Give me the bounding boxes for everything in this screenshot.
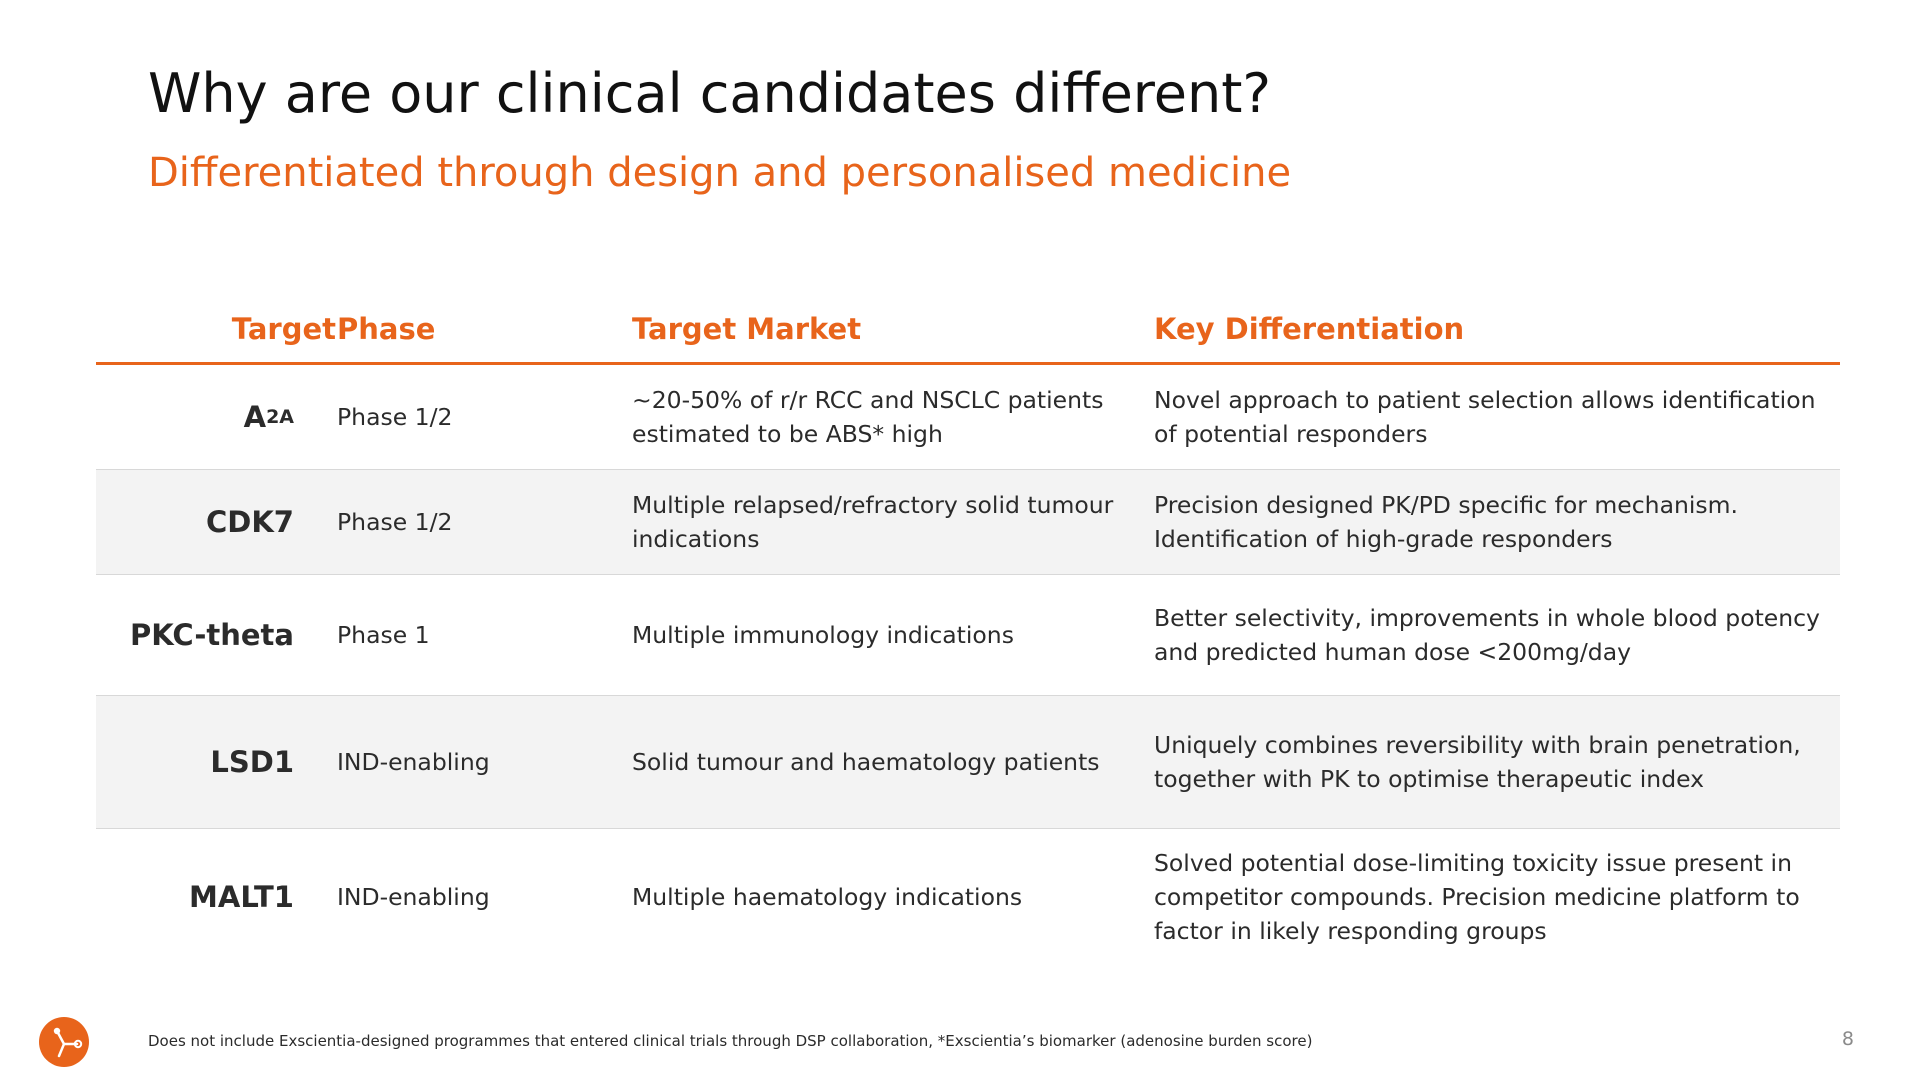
row-phase: Phase 1 [337,621,430,649]
row-key-differentiation: Better selectivity, improvements in whol… [1154,604,1820,666]
exscientia-logo-icon [39,1017,89,1067]
table-row: PKC-theta Phase 1 Multiple immunology in… [96,575,1840,696]
slide-title: Why are our clinical candidates differen… [148,62,1272,125]
row-target-market: Multiple immunology indications [632,621,1014,649]
header-key-differentiation: Key Differentiation [1154,312,1465,346]
row-key-differentiation: Solved potential dose-limiting toxicity … [1154,849,1800,945]
footnote: Does not include Exscientia-designed pro… [148,1032,1313,1050]
row-target: LSD1 [210,745,294,779]
row-target-market: Solid tumour and haematology patients [632,748,1100,776]
page-number: 8 [1841,1028,1854,1050]
row-key-differentiation: Uniquely combines reversibility with bra… [1154,731,1801,793]
table-row: MALT1 IND-enabling Multiple haematology … [96,829,1840,965]
row-phase: Phase 1/2 [337,403,453,431]
table-row: LSD1 IND-enabling Solid tumour and haema… [96,696,1840,829]
row-target: PKC-theta [129,618,294,652]
row-target: MALT1 [189,880,294,914]
header-target: Target [231,312,336,346]
table-row: A 2A Phase 1/2 ~20-50% of r/r RCC and NSC… [96,365,1840,470]
header-target-market: Target Market [632,312,862,346]
table-header: Target Phase Target Market Key Different… [96,300,1840,365]
row-phase: IND-enabling [337,748,490,776]
target-name: A [243,400,267,434]
row-target-market: ~20-50% of r/r RCC and NSCLC patients es… [632,386,1104,448]
header-phase: Phase [337,312,436,346]
row-phase: IND-enabling [337,883,490,911]
row-target: CDK7 [205,505,294,539]
candidates-table: Target Phase Target Market Key Different… [96,300,1840,965]
slide-subtitle: Differentiated through design and person… [148,150,1292,196]
table-row: CDK7 Phase 1/2 Multiple relapsed/refract… [96,470,1840,575]
row-key-differentiation: Novel approach to patient selection allo… [1154,386,1816,448]
row-target-market: Multiple haematology indications [632,883,1023,911]
row-target-market: Multiple relapsed/refractory solid tumou… [632,491,1114,553]
row-key-differentiation: Precision designed PK/PD specific for me… [1154,491,1739,553]
row-target: A 2A [243,400,294,434]
row-phase: Phase 1/2 [337,508,453,536]
